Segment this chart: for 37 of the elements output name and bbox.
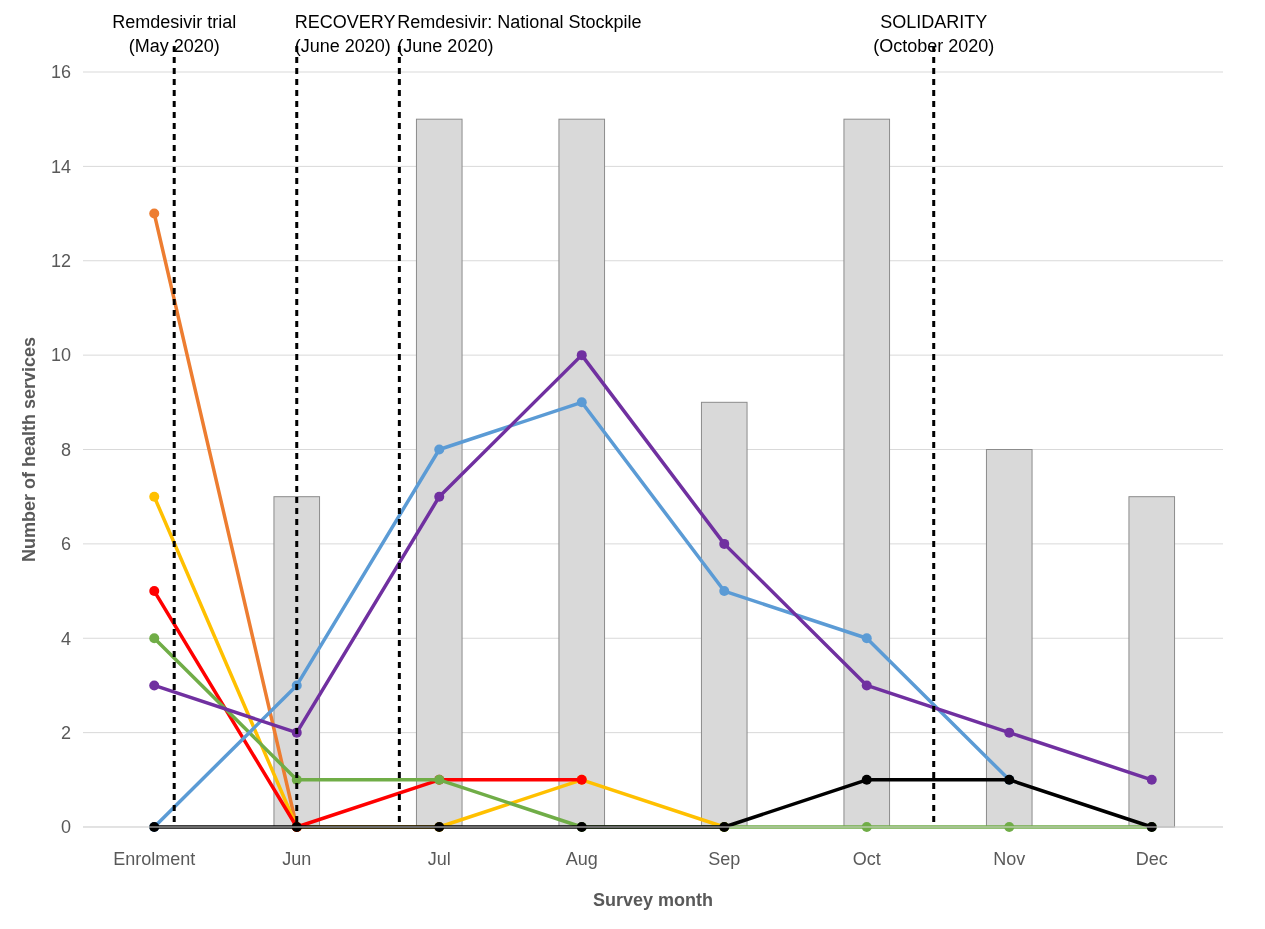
x-tick-label: Jun	[282, 849, 312, 869]
point	[149, 586, 160, 597]
point	[861, 774, 872, 785]
y-tick-label: 4	[60, 628, 71, 649]
point	[434, 444, 445, 455]
point	[1004, 727, 1015, 738]
x-tick-label: Jul	[427, 849, 451, 869]
point	[149, 680, 160, 691]
point	[149, 633, 160, 644]
y-tick-label: 14	[50, 156, 71, 177]
point	[576, 397, 587, 408]
y-tick-label: 12	[50, 251, 71, 272]
y-tick-label: 6	[60, 534, 71, 555]
text: Remdesivir trial (May 2020)	[112, 12, 237, 56]
x-tick-label: Aug	[565, 849, 598, 869]
y-tick-label: 16	[50, 62, 71, 83]
y-tick-label: 8	[60, 439, 71, 460]
text: SOLIDARITY (October 2020)	[873, 12, 995, 56]
y-tick-label: 2	[60, 722, 71, 743]
point	[434, 491, 445, 502]
point	[861, 680, 872, 691]
point	[149, 491, 160, 502]
point	[1146, 774, 1157, 785]
point	[149, 208, 160, 219]
x-tick-label: Oct	[852, 849, 881, 869]
point	[861, 633, 872, 644]
point	[576, 350, 587, 361]
x-tick-label: Dec	[1135, 849, 1168, 869]
y-tick-label: 0	[60, 817, 71, 838]
y-axis-title: Number of health services	[19, 336, 39, 563]
x-tick-label: Enrolment	[113, 849, 196, 869]
point	[719, 586, 730, 597]
x-axis-title: Survey month	[592, 890, 714, 910]
x-tick-label: Sep	[708, 849, 741, 869]
y-tick-label: 10	[50, 345, 71, 366]
point	[719, 538, 730, 549]
x-tick-label: Nov	[993, 849, 1026, 869]
